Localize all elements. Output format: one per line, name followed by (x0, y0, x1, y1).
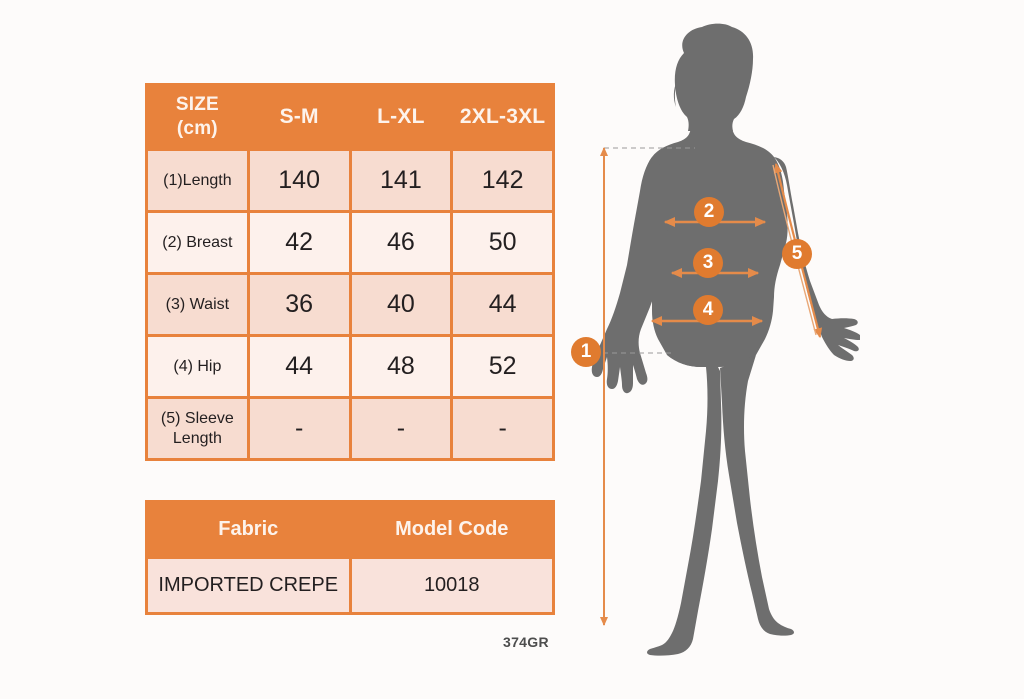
size-table-container: SIZE (cm) S-M L-XL 2XL-3XL (1)Length 140… (145, 83, 555, 461)
header-size-cm: SIZE (cm) (148, 86, 247, 148)
measurement-badge-1: 1 (571, 337, 601, 367)
body-silhouette-svg (591, 23, 860, 656)
fabric-header-row: Fabric Model Code (148, 503, 552, 556)
row-label-length: (1)Length (148, 151, 247, 210)
cell-waist-s-m: 36 (249, 275, 349, 334)
row-label-sleeve-line2: Length (172, 429, 222, 447)
row-label-hip: (4) Hip (148, 337, 247, 396)
watermark-code: 374GR (503, 634, 549, 650)
header-size-line2: (cm) (176, 118, 218, 139)
header-fabric: Fabric (148, 503, 349, 556)
cell-breast-2xl-3xl: 50 (453, 213, 552, 272)
row-label-sleeve-length: (5) Sleeve Length (148, 399, 247, 458)
fabric-info-table: Fabric Model Code IMPORTED CREPE 10018 (145, 500, 555, 615)
table-row: (4) Hip 44 48 52 (148, 337, 552, 396)
cell-sleeve-2xl-3xl: - (453, 399, 552, 458)
header-model-code: Model Code (351, 503, 552, 556)
value-model-code: 10018 (351, 559, 552, 612)
measurement-badge-5: 5 (782, 239, 812, 269)
row-label-sleeve-line1: (5) Sleeve (160, 409, 234, 427)
value-fabric: IMPORTED CREPE (148, 559, 349, 612)
header-col-s-m: S-M (249, 86, 349, 148)
cell-waist-2xl-3xl: 44 (453, 275, 552, 334)
table-header-row: SIZE (cm) S-M L-XL 2XL-3XL (148, 86, 552, 148)
table-row: (5) Sleeve Length - - - (148, 399, 552, 458)
cell-sleeve-s-m: - (249, 399, 349, 458)
cell-length-l-xl: 141 (351, 151, 451, 210)
row-label-breast: (2) Breast (148, 213, 247, 272)
size-table: SIZE (cm) S-M L-XL 2XL-3XL (1)Length 140… (145, 83, 555, 461)
body-figure-panel: 1 2 3 4 5 (560, 15, 860, 670)
measurement-badge-4: 4 (693, 295, 723, 325)
cell-hip-l-xl: 48 (351, 337, 451, 396)
silhouette-body (591, 23, 860, 656)
header-size-line1: SIZE (175, 94, 219, 116)
cell-sleeve-l-xl: - (351, 399, 451, 458)
cell-breast-s-m: 42 (249, 213, 349, 272)
cell-hip-2xl-3xl: 52 (453, 337, 552, 396)
measurement-badge-2: 2 (694, 197, 724, 227)
header-col-l-xl: L-XL (351, 86, 451, 148)
table-row: (1)Length 140 141 142 (148, 151, 552, 210)
row-label-waist: (3) Waist (148, 275, 247, 334)
cell-length-2xl-3xl: 142 (453, 151, 552, 210)
header-col-2xl-3xl: 2XL-3XL (453, 86, 552, 148)
measurement-badge-3: 3 (693, 248, 723, 278)
table-row: (2) Breast 42 46 50 (148, 213, 552, 272)
cell-waist-l-xl: 40 (351, 275, 451, 334)
cell-hip-s-m: 44 (249, 337, 349, 396)
fabric-value-row: IMPORTED CREPE 10018 (148, 559, 552, 612)
fabric-info-container: Fabric Model Code IMPORTED CREPE 10018 (145, 500, 555, 615)
cell-length-s-m: 140 (249, 151, 349, 210)
cell-breast-l-xl: 46 (351, 213, 451, 272)
table-row: (3) Waist 36 40 44 (148, 275, 552, 334)
